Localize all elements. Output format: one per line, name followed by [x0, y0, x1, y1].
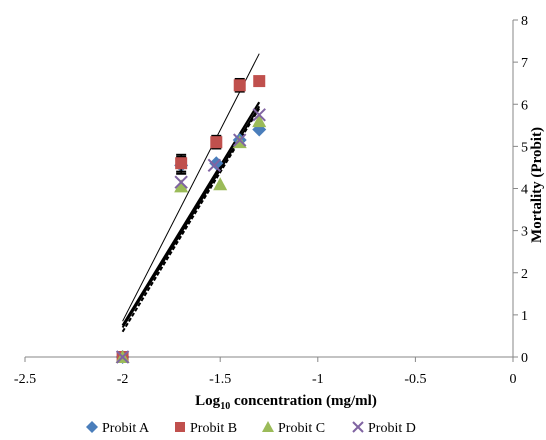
y-tick-label: 1	[521, 309, 528, 324]
x-tick-label: -1	[312, 372, 324, 387]
probit-d-point-stroke	[115, 350, 130, 364]
y-tick-label: 7	[521, 56, 528, 71]
y-tick-label: 0	[521, 351, 528, 366]
probit-d-point-stroke	[174, 175, 188, 189]
probit-b-point	[233, 79, 246, 92]
x-axis-title-main: Log	[195, 393, 221, 409]
legend-probit-c-marker	[262, 421, 274, 432]
probit-b-point	[175, 157, 188, 170]
y-tick-label: 6	[521, 98, 528, 113]
data-points	[115, 75, 267, 364]
axes: -2.5 -2 -1.5 -1 -0.5 00 1 2 3 4 5 6 7 8	[14, 14, 528, 387]
probit-d-point	[174, 175, 188, 189]
legend-probit-c-label: Probit C	[278, 421, 325, 436]
legend: Probit A Probit B Probit C Probit D	[86, 421, 416, 436]
probit-d-point-stroke	[233, 133, 247, 147]
y-tick-label: 2	[521, 267, 528, 282]
probit-d-point-stroke	[207, 158, 222, 173]
y-axis-title: Mortality (Probit)	[529, 127, 545, 243]
trendlines	[121, 53, 261, 333]
legend-probit-d-marker-stroke	[352, 421, 364, 433]
probit-d-point	[252, 108, 266, 122]
legend-probit-b-label: Probit B	[190, 421, 237, 436]
probit-d-point	[115, 350, 130, 364]
x-axis-title-sub: 10	[220, 401, 230, 412]
x-tick-label: -1.5	[209, 372, 231, 387]
y-tick-label: 5	[521, 140, 528, 155]
probit-c-point	[174, 179, 189, 193]
y-tick-label: 8	[521, 14, 528, 29]
probit-b-point	[210, 136, 223, 149]
x-tick-label: -0.5	[404, 372, 426, 387]
trendline-1	[122, 53, 260, 322]
probit-c-point	[252, 114, 267, 128]
x-tick-label: 0	[510, 372, 517, 387]
probit-b-point	[253, 75, 266, 88]
legend-probit-b-marker	[175, 422, 185, 432]
x-axis-title-rest: concentration (mg/ml)	[230, 393, 377, 409]
x-tick-label: -2	[117, 372, 129, 387]
x-axis-title: Log10 concentration (mg/ml)	[195, 393, 377, 412]
legend-probit-a-marker	[86, 421, 98, 433]
probit-c-point	[213, 177, 228, 191]
legend-probit-a-label: Probit A	[102, 421, 150, 436]
y-tick-label: 3	[521, 225, 528, 240]
legend-probit-d-marker	[352, 421, 364, 433]
probit-d-point-stroke	[252, 108, 266, 122]
x-tick-label: -2.5	[14, 372, 36, 387]
y-tick-label: 4	[521, 183, 528, 198]
legend-probit-d-label: Probit D	[368, 421, 416, 436]
probit-d-point	[233, 133, 247, 147]
probit-d-point	[207, 158, 222, 173]
